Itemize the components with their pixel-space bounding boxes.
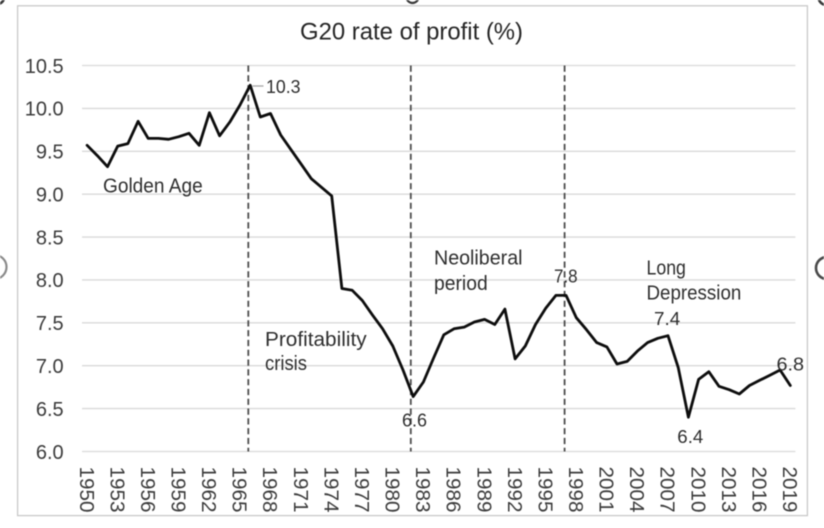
svg-text:period: period	[434, 273, 488, 295]
svg-text:1956: 1956	[136, 467, 158, 513]
svg-text:2010: 2010	[686, 467, 708, 513]
svg-text:7.0: 7.0	[36, 356, 64, 378]
svg-text:1992: 1992	[503, 467, 525, 513]
svg-text:1983: 1983	[411, 467, 433, 513]
svg-text:6.8: 6.8	[777, 355, 805, 375]
svg-text:1986: 1986	[442, 467, 464, 513]
svg-text:2016: 2016	[747, 467, 769, 513]
svg-text:1959: 1959	[167, 467, 189, 513]
svg-text:1965: 1965	[228, 467, 250, 513]
svg-text:1974: 1974	[319, 467, 341, 513]
svg-text:2001: 2001	[595, 467, 617, 513]
svg-text:crisis: crisis	[265, 353, 307, 375]
svg-text:2013: 2013	[717, 467, 739, 513]
svg-text:G20 rate of profit (%): G20 rate of profit (%)	[300, 19, 523, 46]
svg-text:10.5: 10.5	[25, 56, 64, 78]
svg-text:7.5: 7.5	[36, 313, 64, 335]
svg-text:Long: Long	[647, 258, 686, 280]
svg-text:7.8: 7.8	[554, 267, 578, 287]
svg-text:1971: 1971	[289, 467, 311, 513]
svg-text:8.0: 8.0	[36, 270, 64, 292]
svg-text:Profitability: Profitability	[265, 329, 367, 351]
svg-text:6.4: 6.4	[677, 427, 703, 447]
svg-text:10.3: 10.3	[266, 77, 301, 97]
svg-text:1953: 1953	[105, 467, 127, 513]
svg-text:1995: 1995	[533, 467, 555, 513]
svg-text:1980: 1980	[381, 467, 403, 513]
svg-text:2019: 2019	[778, 467, 800, 513]
svg-text:8.5: 8.5	[36, 227, 64, 249]
svg-text:6.5: 6.5	[36, 399, 64, 421]
svg-text:6.0: 6.0	[36, 442, 64, 464]
svg-text:2007: 2007	[656, 467, 678, 513]
svg-text:Neoliberal: Neoliberal	[434, 247, 523, 269]
svg-text:6.6: 6.6	[402, 411, 427, 431]
svg-text:1968: 1968	[258, 467, 280, 513]
svg-text:2004: 2004	[625, 467, 647, 513]
svg-text:1989: 1989	[472, 467, 494, 513]
svg-text:1962: 1962	[197, 467, 219, 513]
svg-text:10.0: 10.0	[25, 99, 64, 121]
svg-text:Golden Age: Golden Age	[103, 176, 203, 198]
svg-text:9.0: 9.0	[36, 185, 64, 207]
svg-text:7.4: 7.4	[654, 309, 680, 329]
svg-text:1950: 1950	[75, 467, 97, 513]
svg-text:9.5: 9.5	[36, 142, 64, 164]
svg-text:1998: 1998	[564, 467, 586, 513]
svg-text:Depression: Depression	[647, 283, 742, 305]
svg-text:1977: 1977	[350, 467, 372, 513]
